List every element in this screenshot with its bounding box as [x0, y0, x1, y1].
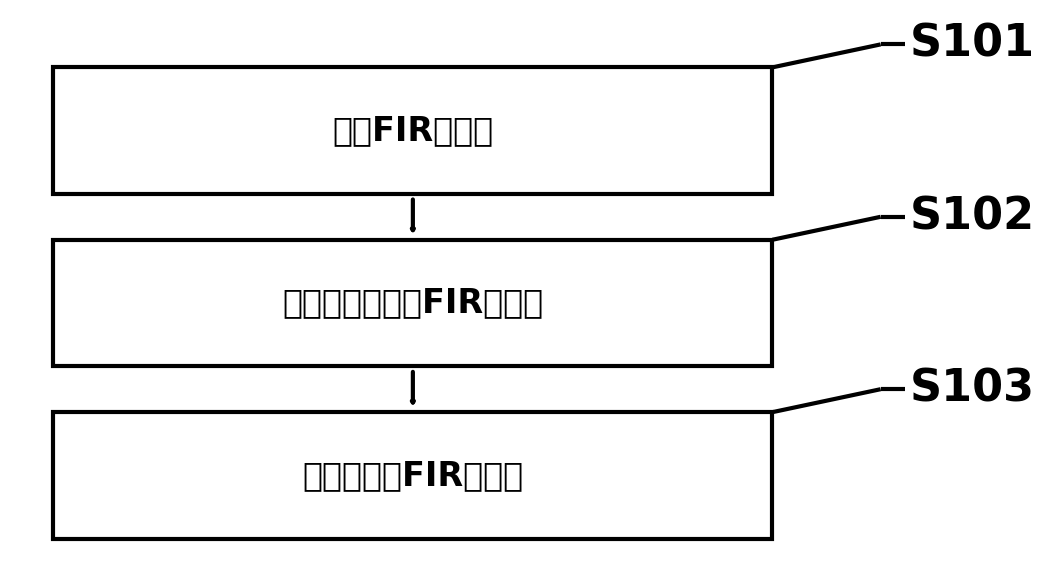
- Bar: [54, 412, 772, 539]
- Text: S103: S103: [910, 368, 1035, 410]
- Text: S101: S101: [910, 23, 1035, 66]
- Bar: [54, 68, 772, 194]
- Text: 设计各档位对应FIR滤波器: 设计各档位对应FIR滤波器: [282, 286, 543, 319]
- Text: 增加FIR滤波器: 增加FIR滤波器: [333, 114, 494, 147]
- Bar: [54, 240, 772, 366]
- Text: 自适应调整FIR滤波器: 自适应调整FIR滤波器: [302, 459, 523, 492]
- Text: S102: S102: [910, 195, 1035, 238]
